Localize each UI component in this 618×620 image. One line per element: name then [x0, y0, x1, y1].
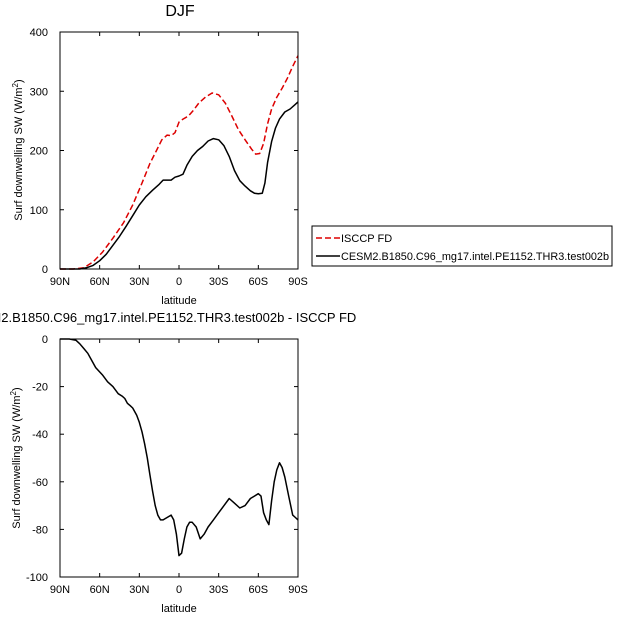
y-tick-label: 0: [42, 334, 48, 346]
panel-marks: [60, 55, 299, 270]
y-tick-label: -80: [32, 524, 48, 536]
y-axis-label-end: ): [13, 79, 25, 83]
x-tick-label: 60N: [90, 584, 110, 596]
plot-frame: [59, 338, 299, 578]
x-tick-label: 30S: [209, 584, 229, 596]
plot-frame: [59, 31, 299, 270]
x-ticks: 90N 60N 30N 0 30S 60S 90S: [50, 339, 308, 596]
y-axis-label-sup: 2: [9, 390, 18, 395]
legend: ISCCP FD CESM2.B1850.C96_mg17.intel.PE11…: [311, 225, 613, 267]
x-tick-label: 60S: [249, 584, 269, 596]
y-ticks: 0 100 200 300 400: [30, 27, 298, 276]
y-axis-label: Surf downwelling SW (W/m2): [9, 387, 23, 528]
y-tick-label: 400: [30, 27, 48, 39]
y-axis-label-end: ): [11, 387, 23, 391]
y-tick-label: 0: [42, 264, 48, 276]
y-tick-label: 200: [30, 146, 48, 158]
y-tick-label: 100: [30, 205, 48, 217]
y-axis-label-sup: 2: [11, 82, 20, 87]
x-tick-label: 60S: [249, 276, 269, 288]
x-tick-label: 90N: [50, 276, 70, 288]
y-tick-label: -20: [32, 382, 48, 394]
legend-label-isccp: ISCCP FD: [341, 233, 392, 245]
x-ticks: 90N 60N 30N 0 30S 60S 90S: [50, 32, 308, 288]
y-axis-label-main: Surf downwelling SW (W/m: [11, 395, 23, 528]
y-axis-label-main: Surf downwelling SW (W/m: [13, 87, 25, 220]
legend-label-cesm: CESM2.B1850.C96_mg17.intel.PE1152.THR3.t…: [341, 251, 609, 263]
x-tick-label: 90S: [288, 276, 308, 288]
y-axis-label: Surf downwelling SW (W/m2): [11, 79, 25, 220]
panel-title: DJF: [165, 3, 195, 20]
x-axis-label: latitude: [161, 295, 196, 307]
y-tick-label: 300: [30, 86, 48, 98]
x-tick-label: 30S: [209, 276, 229, 288]
series-line-cesm2: [60, 338, 299, 557]
y-tick-label: -100: [26, 572, 48, 584]
x-tick-label: 30N: [129, 276, 149, 288]
series-line-isccp-fd: [60, 55, 299, 270]
panel-djf: DJF 90N 60N 30N 0 30S 60S 90S 0 100 200 300 400 la…: [11, 3, 308, 307]
x-tick-label: 60N: [90, 276, 110, 288]
series-line-cesm2: [60, 101, 299, 270]
x-tick-label: 0: [176, 584, 182, 596]
legend-box: [311, 225, 613, 267]
panel-title: CESM2.B1850.C96_mg17.intel.PE1152.THR3.t…: [0, 310, 356, 325]
x-axis-label: latitude: [161, 603, 196, 615]
y-ticks: -100 -80 -60 -40 -20 0: [26, 334, 298, 584]
x-tick-label: 90S: [288, 584, 308, 596]
x-tick-label: 30N: [129, 584, 149, 596]
panel-marks: [60, 338, 299, 557]
x-tick-label: 90N: [50, 584, 70, 596]
y-tick-label: -40: [32, 429, 48, 441]
y-tick-label: -60: [32, 477, 48, 489]
x-tick-label: 0: [176, 276, 182, 288]
panel-difference: CESM2.B1850.C96_mg17.intel.PE1152.THR3.t…: [0, 310, 356, 615]
